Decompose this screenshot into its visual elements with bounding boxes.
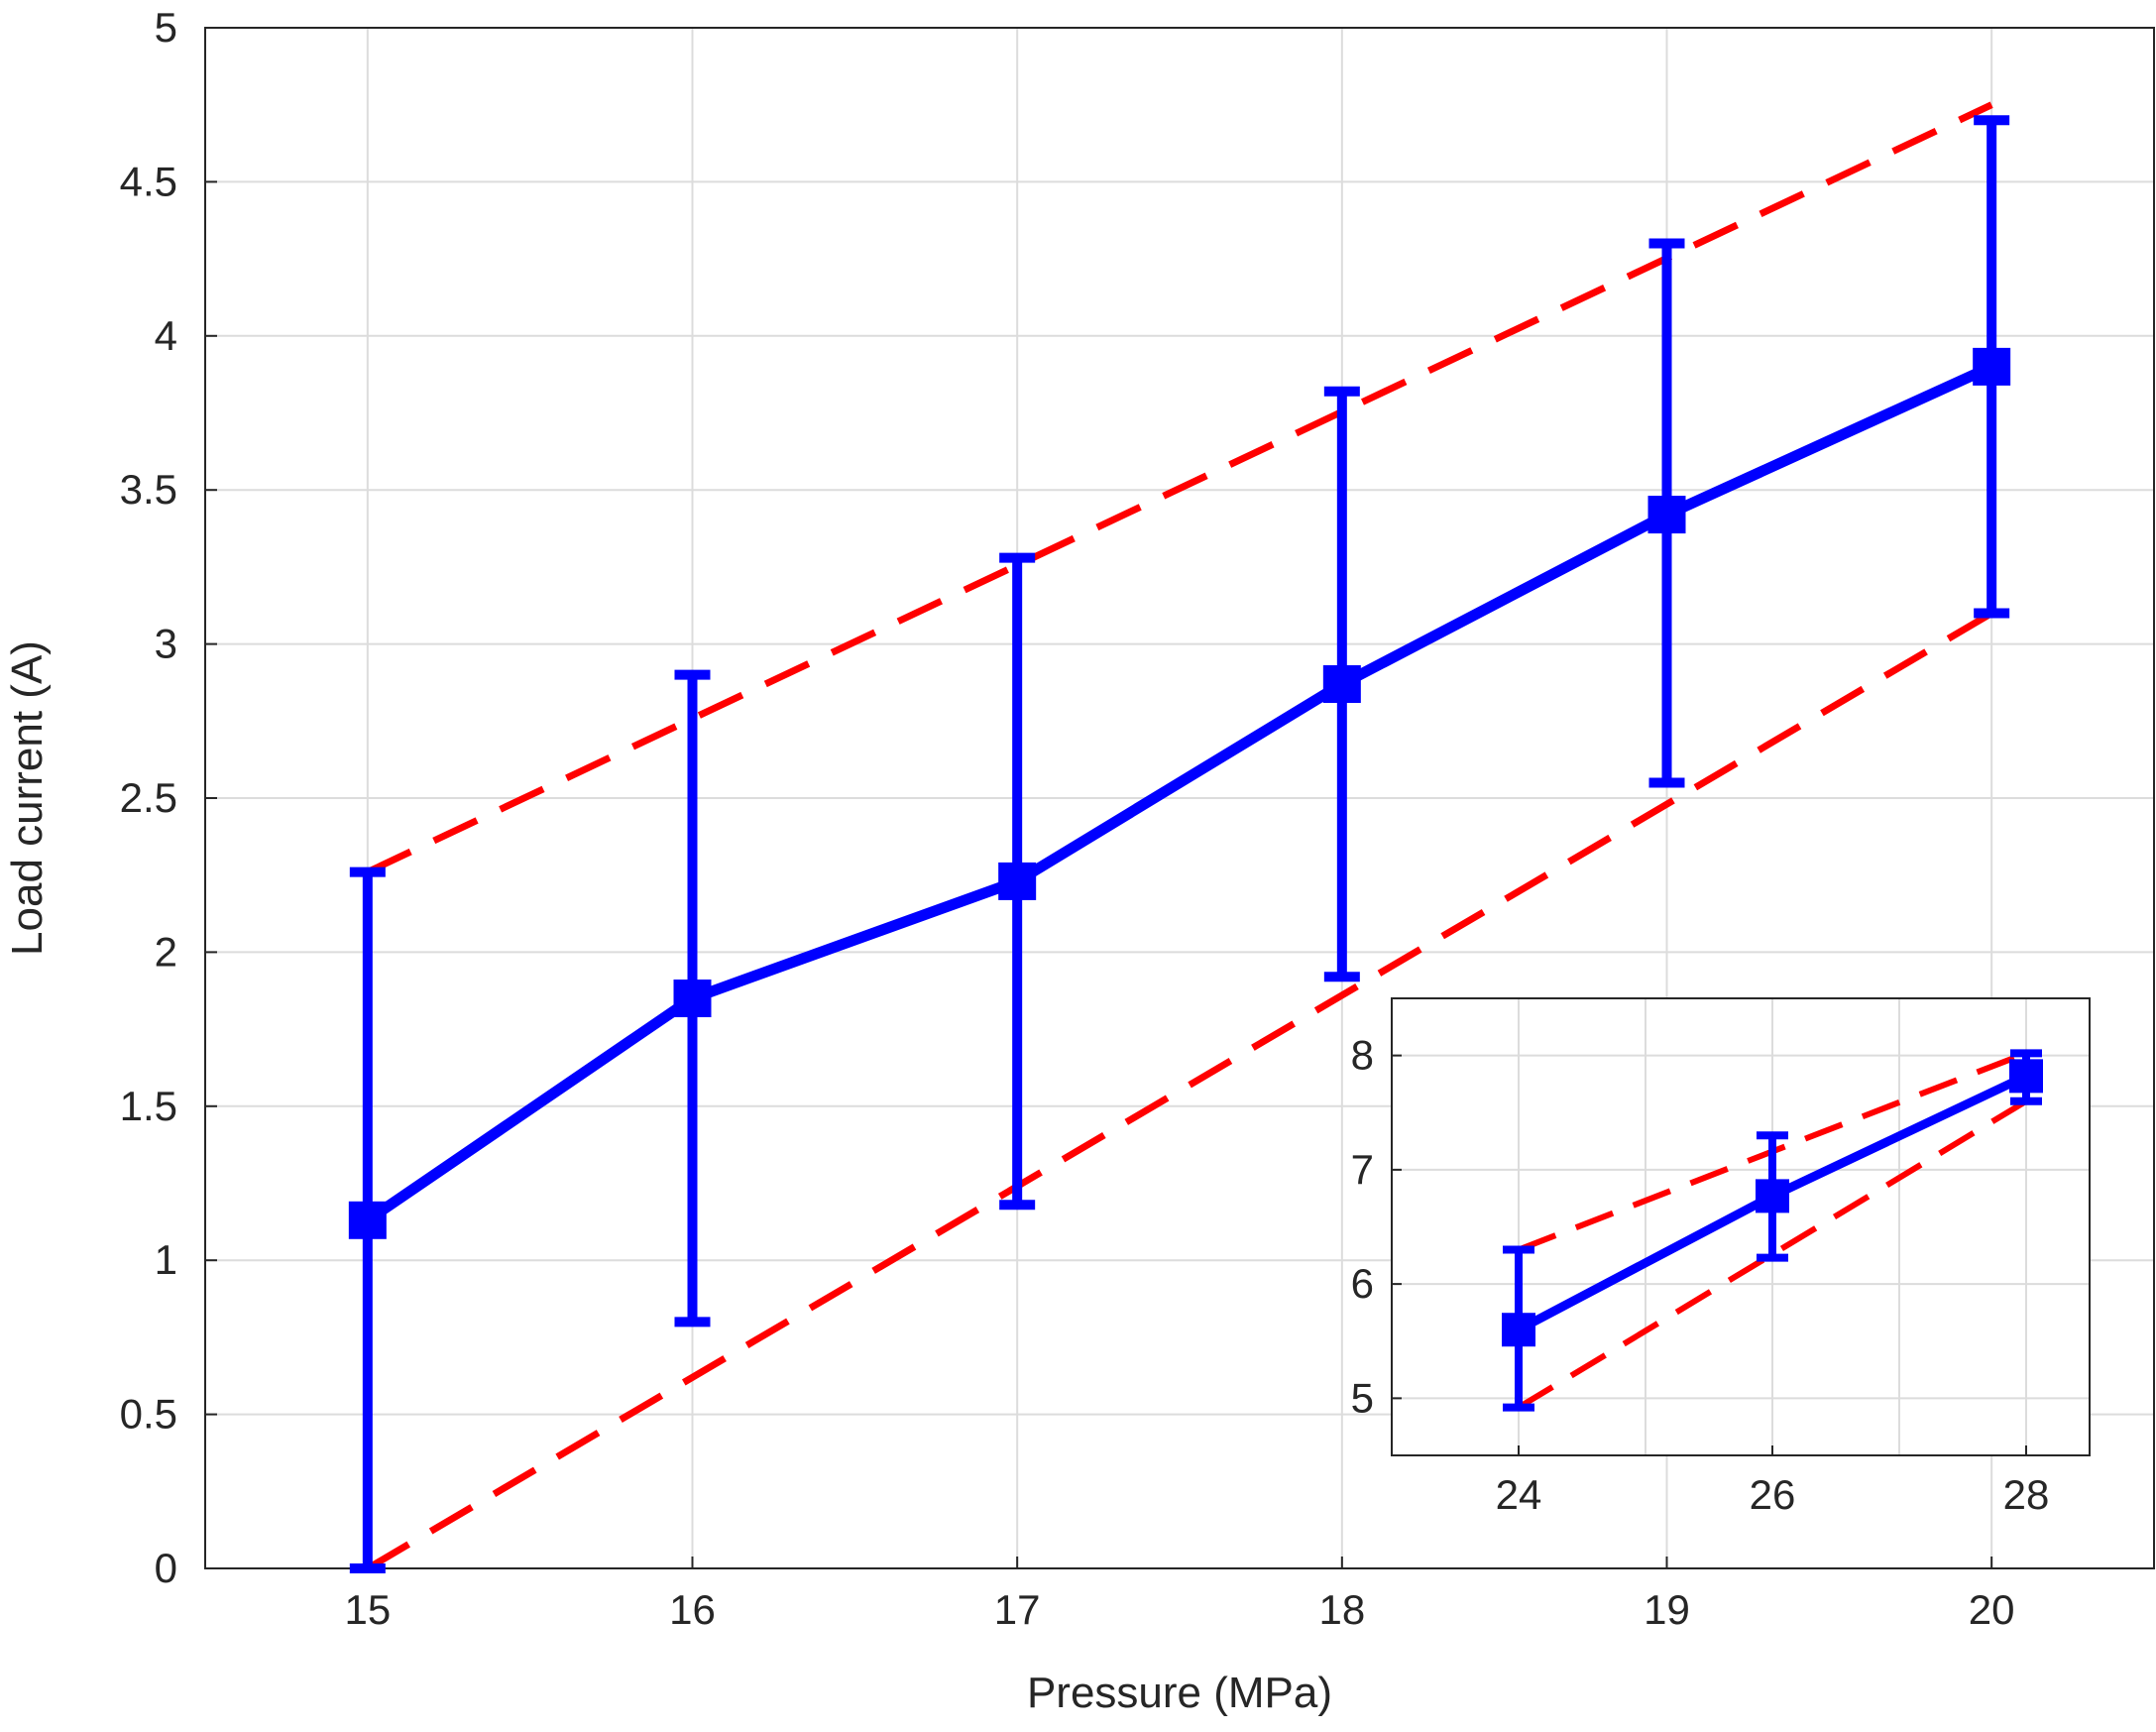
inset-y-tick-label: 5 [1351, 1374, 1374, 1421]
main-y-tick-label: 3.5 [120, 466, 177, 513]
main-y-tick-label: 1.5 [120, 1083, 177, 1129]
main-y-tick-label: 1 [155, 1236, 177, 1283]
inset-chart: 24 26 28 5 6 7 8 [1351, 997, 2091, 1518]
inset-data-point [1502, 1313, 1535, 1347]
main-y-tick-label: 3 [155, 621, 177, 667]
main-data-point [1647, 496, 1686, 534]
main-x-tick-label: 19 [1644, 1586, 1690, 1633]
main-y-tick-label: 2 [155, 928, 177, 975]
inset-x-tick-label: 28 [2003, 1471, 2050, 1518]
inset-plot-area [1392, 998, 2090, 1455]
main-data-point [348, 1201, 387, 1239]
main-x-tick-label: 20 [1969, 1586, 2015, 1633]
main-data-point [1973, 347, 2011, 386]
main-x-tick-label: 18 [1318, 1586, 1365, 1633]
main-x-axis-title: Pressure (MPa) [1027, 1669, 1332, 1717]
main-chart: 15 16 17 18 19 20 0 0.5 1 1.5 2 2.5 3 3.5 4 4.5 5 Pressur… [3, 4, 2155, 1717]
main-y-tick-label: 4 [155, 312, 177, 359]
main-series-line [364, 361, 1994, 1225]
main-y-tick-label: 0 [155, 1545, 177, 1591]
inset-y-tick-label: 6 [1351, 1260, 1374, 1307]
main-bound-line-1 [366, 101, 1993, 875]
main-y-axis-title: Load current (A) [3, 640, 52, 956]
main-data-point [1322, 665, 1361, 704]
main-data-point [673, 980, 712, 1018]
main-y-tick-label: 4.5 [120, 158, 177, 204]
inset-x-tick-label: 26 [1750, 1471, 1796, 1518]
main-x-tick-label: 16 [669, 1586, 716, 1633]
main-data-point [998, 862, 1037, 900]
main-x-tick-label: 15 [344, 1586, 391, 1633]
inset-axes-frame [1391, 997, 2091, 1456]
inset-data-point [2009, 1059, 2043, 1094]
inset-bound-line-2 [1517, 1098, 2028, 1411]
inset-data-point [1756, 1179, 1789, 1213]
inset-y-tick-label: 8 [1351, 1032, 1374, 1079]
main-y-tick-label: 5 [155, 4, 177, 51]
main-y-tick-label: 0.5 [120, 1391, 177, 1438]
inset-x-tick-label: 24 [1496, 1471, 1542, 1518]
main-y-tick-label: 2.5 [120, 774, 177, 821]
main-bound-line-2 [366, 610, 1993, 1572]
inset-y-tick-label: 7 [1351, 1146, 1374, 1193]
main-x-tick-label: 17 [994, 1586, 1041, 1633]
